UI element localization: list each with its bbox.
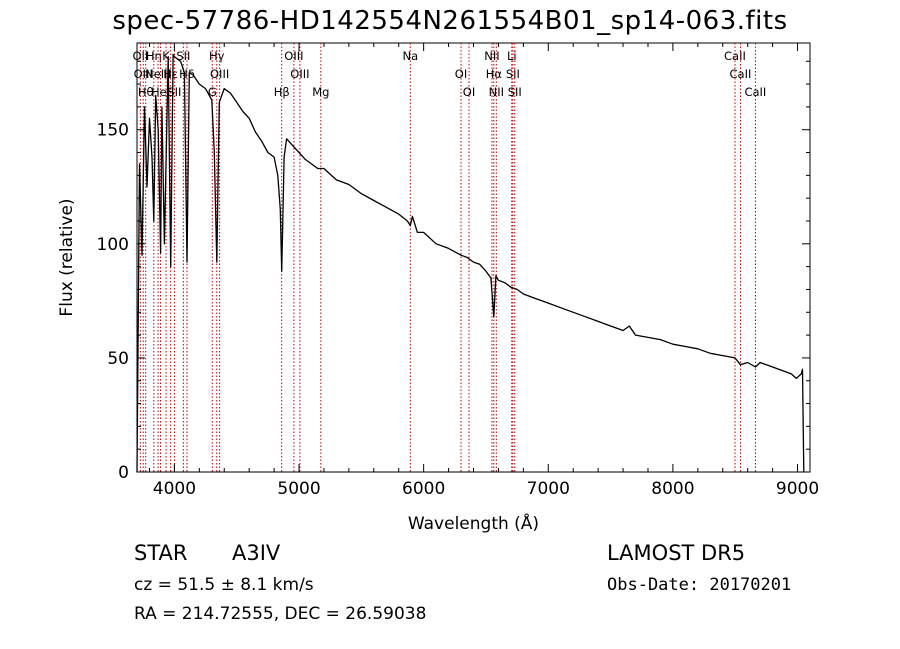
chart-title: spec-57786-HD142554N261554B01_sp14-063.f… bbox=[112, 6, 788, 36]
line-label-OII: OII bbox=[132, 49, 148, 63]
line-label-Li: Li bbox=[507, 49, 517, 63]
line-label-SII: SII bbox=[176, 49, 190, 63]
line-label-OIII: OIII bbox=[284, 49, 303, 63]
x-tick-label: 8000 bbox=[651, 479, 694, 499]
x-tick-label: 6000 bbox=[402, 479, 445, 499]
line-label-Hβ: Hβ bbox=[274, 85, 290, 99]
line-label-Hθ: Hθ bbox=[138, 85, 154, 99]
line-label-CaII: CaII bbox=[730, 67, 752, 81]
line-label-SII: SII bbox=[506, 67, 520, 81]
line-label-CaII: CaII bbox=[724, 49, 746, 63]
line-label-OI: OI bbox=[463, 85, 475, 99]
line-label-CaII: CaII bbox=[744, 85, 766, 99]
coordinates: RA = 214.72555, DEC = 26.59038 bbox=[134, 604, 427, 624]
y-tick-label: 50 bbox=[107, 349, 129, 369]
line-label-K: K bbox=[162, 49, 170, 63]
x-tick-label: 7000 bbox=[527, 479, 570, 499]
line-label-Hγ: Hγ bbox=[209, 49, 225, 63]
x-tick-label: 5000 bbox=[277, 479, 320, 499]
line-label-OI: OI bbox=[455, 67, 467, 81]
line-label-NII: NII bbox=[489, 85, 504, 99]
line-label-Hα: Hα bbox=[486, 67, 503, 81]
line-label-SII: SII bbox=[508, 85, 522, 99]
x-axis-label: Wavelength (Å) bbox=[408, 512, 539, 534]
object-subclass: A3IV bbox=[232, 541, 281, 565]
line-label-OIII: OIII bbox=[134, 67, 153, 81]
plot-frame bbox=[136, 42, 811, 473]
line-label-NeIII: NeIII bbox=[145, 67, 171, 81]
y-axis-label: Flux (relative) bbox=[57, 198, 77, 316]
line-label-G: G bbox=[208, 85, 217, 99]
y-tick-label: 0 bbox=[118, 463, 129, 483]
line-label-Na: Na bbox=[402, 49, 418, 63]
object-class: STAR bbox=[134, 541, 188, 565]
line-label-Mg: Mg bbox=[312, 85, 329, 99]
obs-date: Obs-Date: 20170201 bbox=[607, 575, 792, 595]
y-tick-label: 150 bbox=[97, 121, 129, 141]
line-label-SII: SII bbox=[167, 85, 181, 99]
line-label-Hε: Hε bbox=[163, 67, 178, 81]
x-tick-label: 4000 bbox=[153, 479, 196, 499]
line-label-NII: NII bbox=[484, 49, 499, 63]
spectrum-line-0 bbox=[136, 53, 805, 473]
x-tick-label: 9000 bbox=[776, 479, 819, 499]
line-label-OIII: OIII bbox=[290, 67, 309, 81]
redshift-readout: cz = 51.5 ± 8.1 km/s bbox=[134, 575, 314, 595]
survey-release: LAMOST DR5 bbox=[607, 541, 746, 565]
line-label-OIII: OIII bbox=[210, 67, 229, 81]
y-tick-label: 100 bbox=[97, 235, 129, 255]
line-label-Hη: Hη bbox=[146, 49, 162, 63]
